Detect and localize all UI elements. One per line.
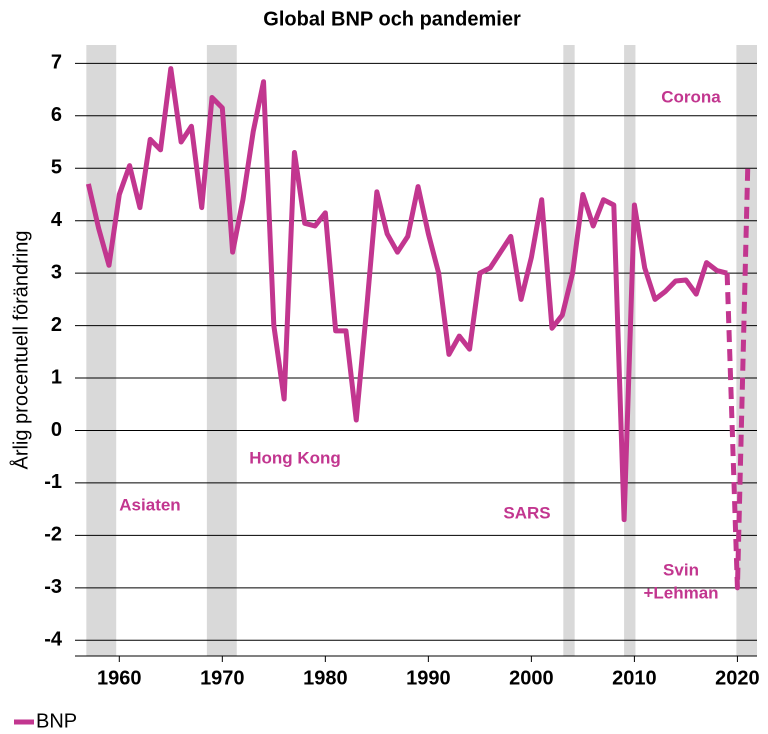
y-tick-label: 1 (51, 366, 62, 388)
x-tick-label: 1980 (303, 667, 348, 689)
y-tick-label: 4 (51, 209, 63, 231)
annotation: SARS (503, 503, 550, 522)
y-tick-label: 6 (51, 104, 62, 126)
pandemic-band (86, 45, 117, 656)
y-axis-label: Årlig procentuell förändring (9, 230, 32, 469)
y-tick-label: 3 (51, 261, 62, 283)
y-tick-label: -1 (44, 471, 62, 493)
x-tick-label: 2020 (715, 667, 760, 689)
y-tick-label: 2 (51, 314, 62, 336)
annotation: Asiaten (119, 495, 180, 514)
x-tick-label: 1990 (406, 667, 451, 689)
y-tick-label: -3 (44, 576, 62, 598)
legend-label: BNP (36, 710, 77, 732)
x-tick-label: 1970 (200, 667, 245, 689)
chart-title: Global BNP och pandemier (263, 8, 521, 30)
annotation: Corona (661, 87, 721, 106)
pandemic-band (563, 45, 575, 656)
annotation: Svin (663, 560, 699, 579)
x-tick-label: 1960 (97, 667, 142, 689)
x-tick-label: 2010 (612, 667, 657, 689)
pandemic-band (736, 45, 757, 656)
y-tick-label: 0 (51, 419, 62, 441)
annotation: +Lehman (643, 583, 718, 602)
line-series (85, 66, 728, 523)
annotation: Hong Kong (249, 448, 341, 467)
y-tick-label: -2 (44, 524, 62, 546)
y-tick-label: -4 (44, 629, 63, 651)
line-series-dashed (724, 168, 751, 591)
y-tick-label: 5 (51, 157, 62, 179)
x-tick-label: 2000 (509, 667, 554, 689)
y-tick-label: 7 (51, 52, 62, 74)
pandemic-band (206, 45, 237, 656)
